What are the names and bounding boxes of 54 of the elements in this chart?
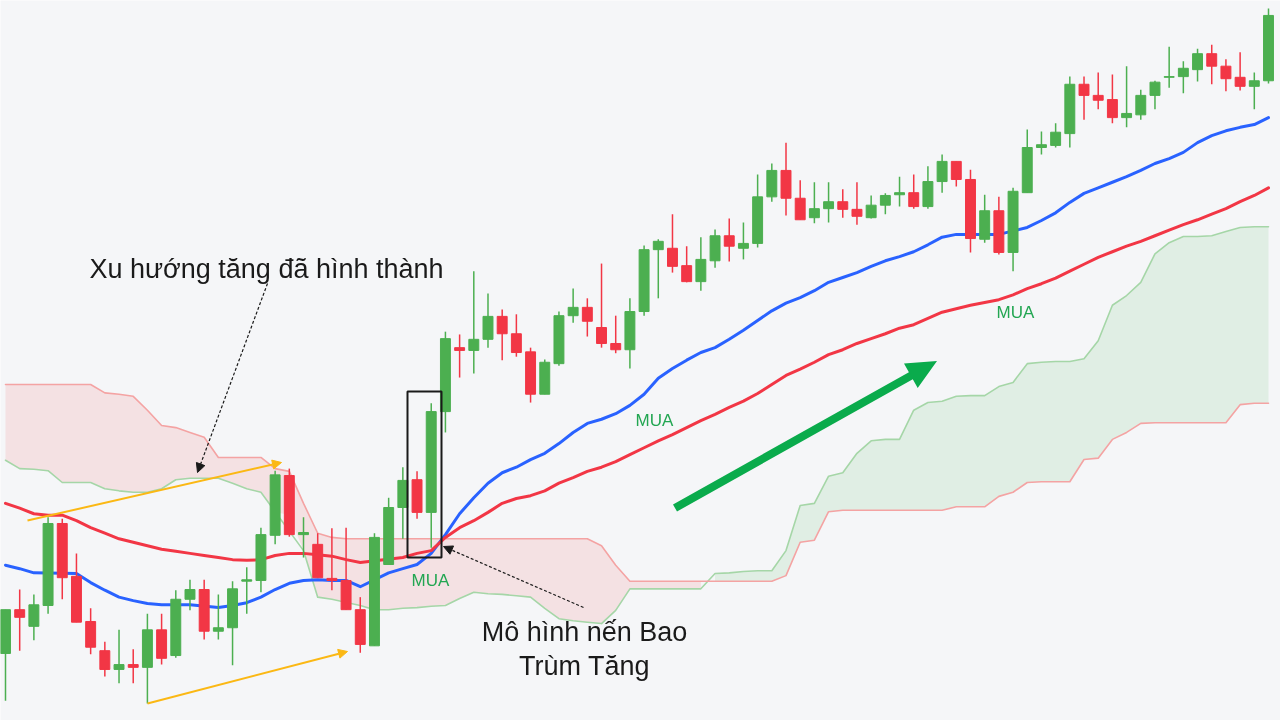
candlestick [14, 588, 26, 652]
candlestick [1092, 71, 1104, 111]
candlestick [652, 238, 664, 300]
candlestick [298, 516, 309, 559]
candlestick [1078, 75, 1090, 121]
candlestick [723, 217, 735, 263]
candlestick [667, 213, 678, 274]
candlestick [737, 221, 749, 261]
candlestick [681, 245, 693, 284]
candlestick [1135, 89, 1147, 121]
candlestick [1192, 48, 1204, 83]
candlestick [1035, 130, 1047, 156]
candlestick [1234, 51, 1246, 92]
candlestick [1177, 60, 1189, 95]
candlestick [28, 593, 40, 642]
candlestick [510, 313, 522, 358]
annotation: Mô hình nến Bao Trùm Tăng [481, 616, 688, 681]
candlestick [241, 566, 253, 615]
candlestick [1248, 71, 1260, 111]
candlestick [581, 297, 593, 338]
candlestick [695, 236, 707, 292]
candlestick [879, 192, 891, 215]
annotation: MUA [411, 571, 451, 590]
candlestick [908, 173, 920, 210]
candlestick [1206, 43, 1218, 85]
annotation: MUA [635, 411, 675, 430]
candlestick [496, 308, 508, 361]
candlestick [950, 160, 962, 188]
candlestick [113, 629, 125, 685]
candlestick [1121, 65, 1133, 129]
candlestick [596, 262, 607, 349]
candlestick [184, 579, 196, 612]
candlestick [212, 593, 224, 641]
candlestick [808, 181, 820, 225]
candlestick [823, 181, 835, 224]
candlestick [567, 287, 579, 324]
candlestick [127, 648, 139, 685]
candlestick [1163, 45, 1175, 89]
candlestick [894, 175, 905, 208]
candlestick [851, 181, 863, 226]
annotation: Xu hướng tăng đã hình thành [89, 253, 444, 284]
candlestick [482, 292, 494, 349]
candlestick [837, 188, 849, 219]
candlestick [454, 333, 466, 379]
candlestick [1149, 80, 1161, 111]
candlestick [794, 179, 806, 221]
candlestick [468, 270, 480, 375]
candlestick [1050, 122, 1062, 149]
candlestick [1106, 73, 1118, 124]
candlestick [936, 153, 948, 194]
annotation: MUA [996, 303, 1036, 322]
candlestick [610, 314, 622, 354]
candlestick [99, 640, 111, 678]
candlestick [1220, 58, 1232, 92]
